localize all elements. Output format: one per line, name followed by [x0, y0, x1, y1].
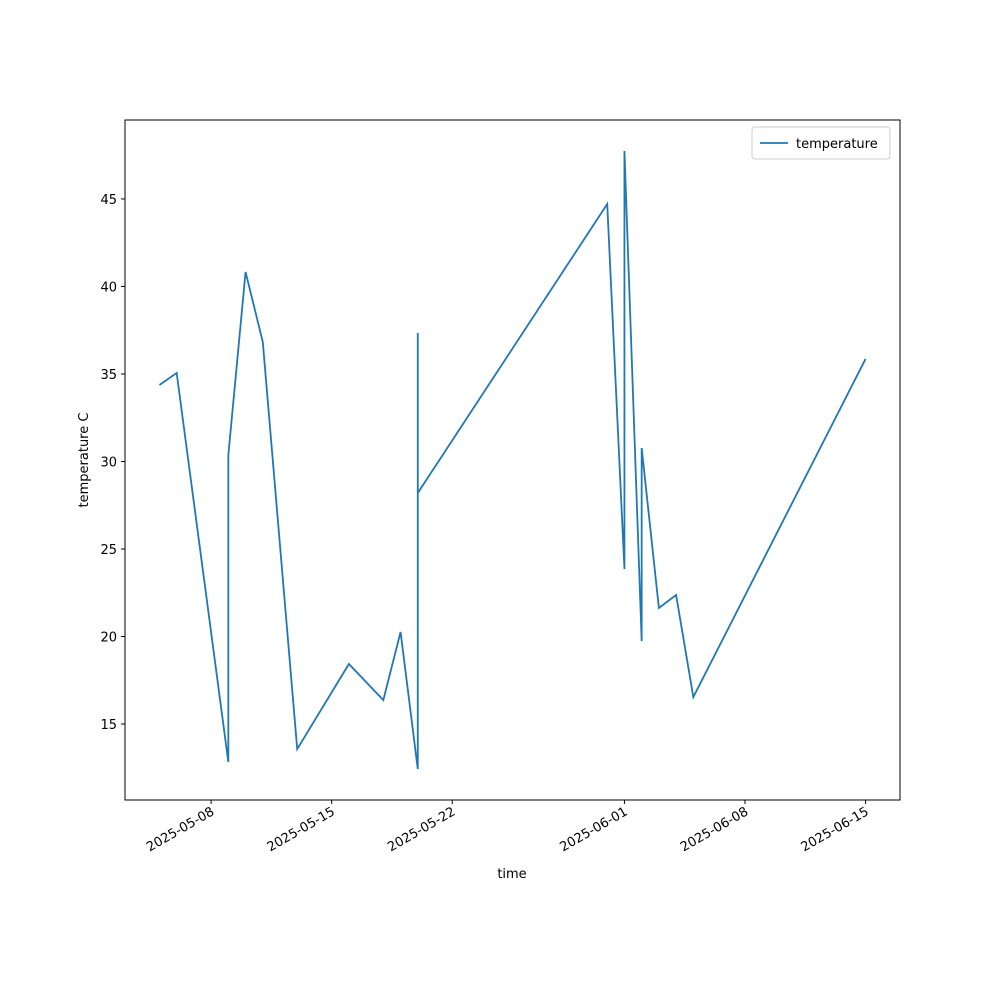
- plot-frame: [124, 119, 901, 801]
- y-tick-label: 15: [100, 718, 117, 733]
- line-series: [158, 150, 867, 770]
- legend-label: temperature: [796, 137, 878, 152]
- legend-box: [751, 126, 891, 160]
- y-tick-label: 45: [100, 193, 117, 208]
- x-axis-label: time: [497, 867, 526, 882]
- y-tick-label: 40: [100, 280, 117, 295]
- y-tick-label: 25: [100, 543, 117, 558]
- y-tick-label: 30: [100, 455, 117, 470]
- y-tick-label: 20: [100, 631, 117, 646]
- y-axis-label: temperature C: [77, 413, 92, 508]
- y-tick-label: 35: [100, 368, 117, 383]
